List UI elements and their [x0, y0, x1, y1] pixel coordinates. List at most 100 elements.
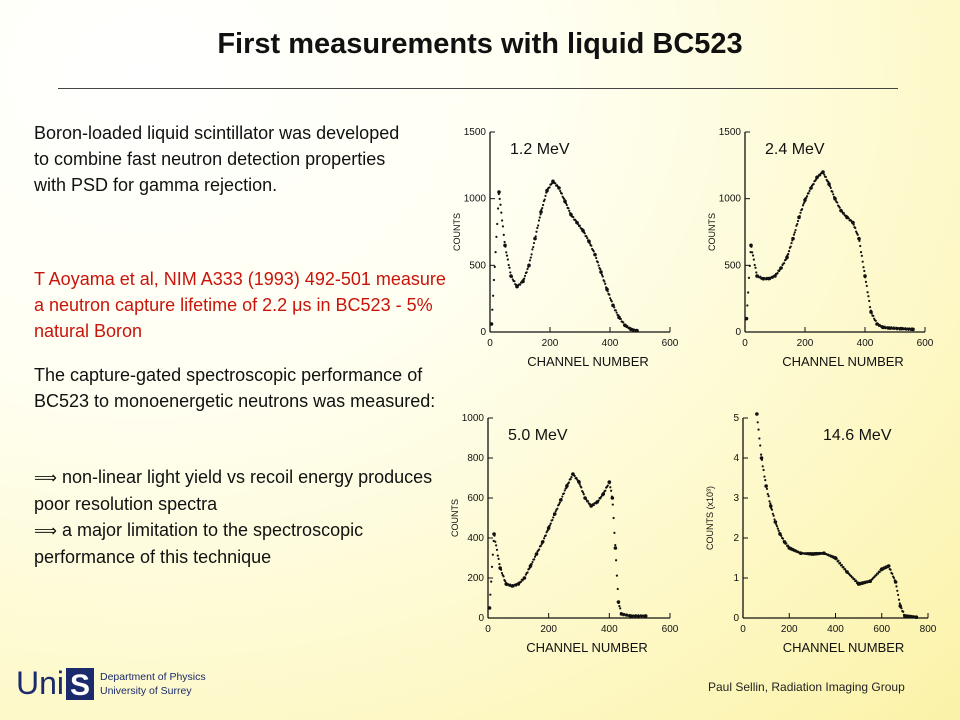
y-tick-label: 3 [733, 493, 739, 504]
y-tick-label: 500 [724, 260, 741, 271]
spectrum-trace-dot [574, 219, 577, 222]
spectrum-trace-dot [548, 524, 552, 527]
x-axis-title: CHANNEL NUMBER [782, 354, 904, 369]
spectrum-trace-dot [502, 233, 505, 236]
spectrum-trace-dot [768, 500, 771, 503]
spectrum-trace-dot [859, 251, 863, 254]
spectrum-trace-dot [491, 553, 494, 556]
spectrum-trace-dot [819, 174, 822, 177]
spectrum-trace-dot [569, 212, 572, 215]
spectrum-trace-dot [870, 312, 873, 315]
spectrum-trace-dot [577, 223, 580, 226]
energy-label: 1.2 MeV [510, 141, 570, 158]
spectrum-trace-dot [911, 328, 914, 331]
spectrum-trace-dot [492, 539, 495, 542]
spectrum-trace-dot [801, 204, 805, 207]
x-tick-label: 0 [487, 338, 493, 349]
spectrum-trace-dot [847, 217, 850, 220]
spectrum-trace-dot [822, 171, 825, 174]
spectrum-trace-dot [628, 326, 631, 329]
spectrum-trace-dot [892, 576, 896, 579]
data-point [539, 210, 543, 214]
spectrum-trace-dot [761, 465, 764, 468]
spectrum-trace-dot [880, 569, 883, 572]
spectrum-trace-dot [861, 260, 864, 263]
spectrum-trace-dot [536, 226, 539, 230]
spectrum-trace-dot [528, 566, 532, 569]
spectrum-trace-dot [763, 475, 766, 478]
spectrum-trace-dot [499, 203, 502, 206]
spectrum-trace-dot [504, 245, 507, 248]
spectrum-trace-dot [747, 291, 750, 294]
spectrum-trace-dot [493, 534, 496, 537]
bullet-list: ⟹ non-linear light yield vs recoil energ… [34, 464, 454, 570]
page-title: First measurements with liquid BC523 [217, 28, 743, 60]
spectrum-trace-dot [535, 230, 538, 233]
spectrum-trace-dot [859, 244, 862, 248]
spectrum-trace-dot [603, 280, 606, 283]
spectrum-trace-dot [612, 516, 615, 520]
x-axis-title: CHANNEL NUMBER [783, 640, 905, 655]
spectrum-trace-dot [622, 321, 625, 324]
spectrum-trace-dot [789, 245, 792, 248]
spectrum-trace-dot [488, 606, 491, 609]
spectrum-trace-dot [619, 317, 622, 321]
data-point [768, 504, 773, 508]
spectrum-trace-dot [894, 580, 897, 583]
spectrum-trace-dot [592, 503, 595, 507]
data-point [759, 456, 764, 460]
spectrum-trace-dot [608, 482, 611, 485]
spectrum-trace-dot [759, 275, 762, 278]
spectrum-trace-dot [748, 264, 751, 267]
spectrum-trace-dot [778, 268, 782, 271]
spectrum-trace-dot [580, 486, 583, 489]
spectrum-trace-dot [533, 555, 537, 558]
spectrum-trace-dot [791, 547, 795, 551]
spectrum-trace-dot [862, 582, 865, 585]
spectrum-trace-dot [803, 200, 806, 203]
x-tick-label: 600 [917, 338, 934, 349]
spectrum-trace-dot [541, 206, 544, 210]
spectrum-trace-dot [532, 241, 536, 245]
spectrum-trace-dot [581, 491, 585, 494]
x-tick-label: 600 [662, 338, 679, 349]
implies-arrow-icon: ⟹ [34, 521, 57, 540]
spectrum-trace-dot [587, 239, 590, 242]
spectrum-trace-dot [855, 579, 858, 582]
spectrum-trace-dot [610, 489, 613, 492]
spectrum-trace-dot [596, 261, 599, 264]
spectrum-trace-dot [530, 253, 533, 256]
spectrum-trace-dot [517, 583, 520, 586]
spectrum-trace-dot [759, 453, 763, 456]
x-tick-label: 0 [742, 338, 748, 349]
spectrum-trace-dot [756, 421, 759, 424]
spectrum-trace-dot [559, 189, 562, 193]
spectrum-trace-dot [808, 189, 811, 193]
mu-symbol: μ [292, 295, 303, 315]
spectrum-trace-dot [832, 555, 835, 558]
spectrum-trace-dot [757, 428, 760, 431]
title-divider [58, 88, 898, 89]
spectrum-trace-dot [753, 263, 756, 267]
spectrum-trace-dot [771, 276, 774, 279]
spectrum-trace-dot [505, 254, 509, 257]
spectrum-trace-dot [751, 254, 755, 257]
spectrum-trace-dot [793, 231, 796, 234]
data-point [613, 546, 618, 550]
spectrum-trace-dot [534, 235, 537, 238]
spectrum-trace-dot [799, 211, 802, 214]
spectrum-trace-dot [573, 474, 576, 478]
energy-label: 2.4 MeV [765, 141, 825, 158]
spectrum-trace-dot [769, 502, 772, 505]
spectrum-trace-dot [897, 598, 901, 601]
spectrum-trace-dot [496, 554, 499, 557]
energy-label: 5.0 MeV [508, 427, 568, 444]
spectrum-trace-dot [747, 276, 751, 279]
spectrum-trace-dot [595, 256, 598, 260]
spectrum-trace-dot [824, 175, 827, 179]
spectrum-trace-dot [835, 557, 838, 560]
spectrum-trace-dot [783, 540, 786, 543]
x-tick-label: 400 [601, 624, 618, 635]
spectrum-trace-dot [544, 194, 547, 197]
spectrum-trace-dot [887, 564, 890, 567]
